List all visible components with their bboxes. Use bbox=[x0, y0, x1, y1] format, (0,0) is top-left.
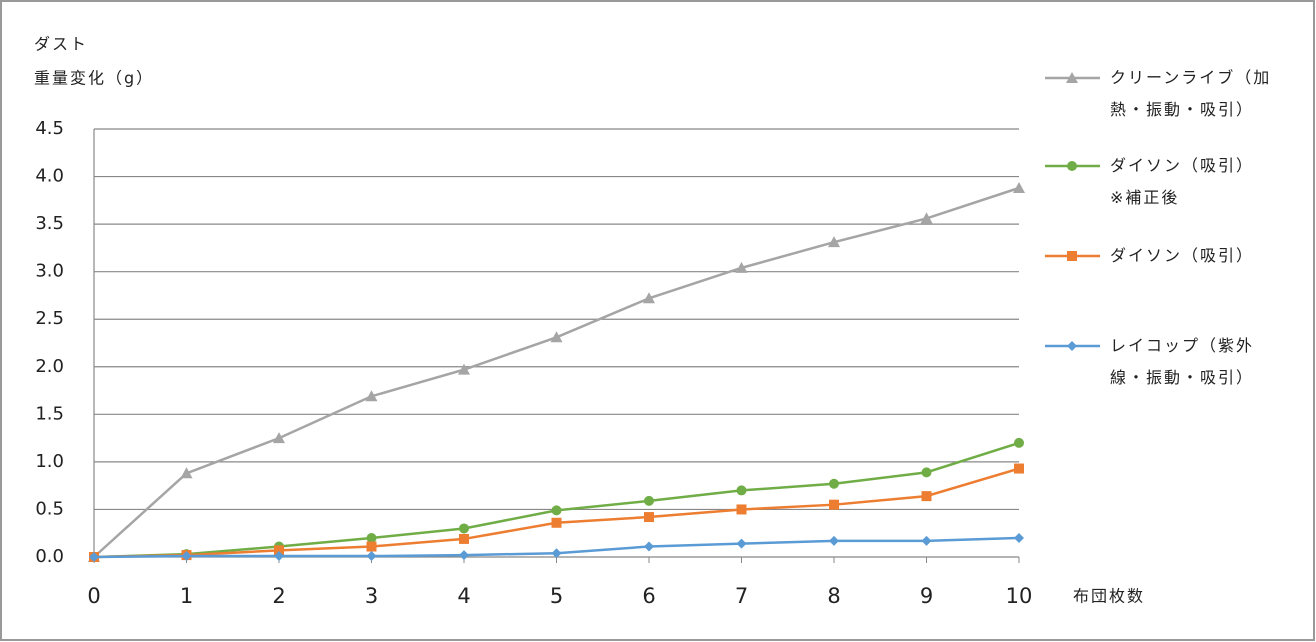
y-tick-label: 4.5 bbox=[35, 118, 64, 139]
x-tick-label: 3 bbox=[365, 584, 378, 608]
legend-marker bbox=[1067, 341, 1077, 351]
marker bbox=[273, 432, 285, 444]
marker bbox=[1013, 181, 1025, 193]
legend-label: クリーンライブ（加熱・振動・吸引） bbox=[1110, 68, 1272, 119]
marker bbox=[644, 495, 654, 506]
marker bbox=[644, 541, 654, 552]
legend-marker bbox=[1066, 72, 1078, 83]
x-tick-label: 10 bbox=[1006, 584, 1033, 608]
legend-marker bbox=[1067, 251, 1077, 261]
x-axis-label: 布団枚数 bbox=[1073, 587, 1145, 606]
legend-label: ダイソン（吸引） bbox=[1110, 246, 1255, 265]
y-tick-label: 2.0 bbox=[35, 356, 64, 377]
x-tick-label: 7 bbox=[735, 584, 748, 608]
marker bbox=[829, 478, 839, 489]
marker bbox=[736, 538, 747, 549]
y-axis-label: ダスト bbox=[34, 35, 88, 54]
marker bbox=[366, 551, 377, 562]
marker bbox=[829, 535, 839, 546]
marker bbox=[736, 504, 747, 515]
x-tick-label: 2 bbox=[272, 584, 285, 608]
legend-marker bbox=[1067, 161, 1077, 171]
marker bbox=[459, 523, 469, 534]
marker bbox=[459, 533, 469, 544]
x-tick-label: 9 bbox=[920, 584, 933, 608]
y-tick-label: 1.0 bbox=[35, 451, 64, 472]
marker bbox=[829, 499, 839, 510]
marker bbox=[181, 551, 192, 562]
marker bbox=[1014, 437, 1024, 448]
y-tick-label: 0.5 bbox=[35, 498, 64, 519]
marker bbox=[828, 236, 840, 248]
x-tick-label: 5 bbox=[550, 584, 563, 608]
legend-label: レイコップ（紫外線・振動・吸引） bbox=[1110, 336, 1255, 387]
y-axis-label: 重量変化（g） bbox=[34, 69, 154, 88]
marker bbox=[551, 548, 562, 559]
marker bbox=[1014, 532, 1024, 543]
marker bbox=[550, 331, 563, 343]
x-tick-label: 6 bbox=[642, 584, 655, 608]
marker bbox=[180, 467, 193, 479]
marker bbox=[920, 212, 933, 224]
marker bbox=[274, 551, 284, 562]
marker bbox=[644, 512, 654, 523]
marker bbox=[921, 467, 932, 478]
y-tick-label: 2.5 bbox=[35, 308, 64, 329]
y-tick-label: 4.0 bbox=[35, 166, 64, 187]
marker bbox=[551, 517, 562, 528]
marker bbox=[274, 545, 284, 556]
marker bbox=[365, 390, 378, 402]
marker bbox=[551, 505, 562, 516]
x-tick-label: 0 bbox=[87, 584, 100, 608]
x-tick-label: 8 bbox=[827, 584, 840, 608]
marker bbox=[459, 550, 469, 561]
marker bbox=[89, 552, 99, 562]
x-tick-label: 4 bbox=[457, 584, 470, 608]
marker bbox=[921, 535, 932, 546]
x-tick-label: 1 bbox=[180, 584, 193, 608]
marker bbox=[735, 261, 748, 273]
y-tick-label: 1.5 bbox=[35, 403, 64, 424]
y-tick-label: 0.0 bbox=[35, 546, 64, 567]
y-tick-label: 3.5 bbox=[35, 213, 64, 234]
marker bbox=[1014, 463, 1024, 474]
marker bbox=[736, 485, 747, 496]
marker bbox=[921, 491, 932, 502]
y-tick-label: 3.0 bbox=[35, 261, 64, 282]
marker bbox=[366, 541, 377, 552]
legend-label: ダイソン（吸引） ※補正後 bbox=[1110, 156, 1255, 207]
marker bbox=[366, 532, 377, 543]
marker bbox=[643, 292, 655, 304]
marker bbox=[458, 363, 470, 375]
